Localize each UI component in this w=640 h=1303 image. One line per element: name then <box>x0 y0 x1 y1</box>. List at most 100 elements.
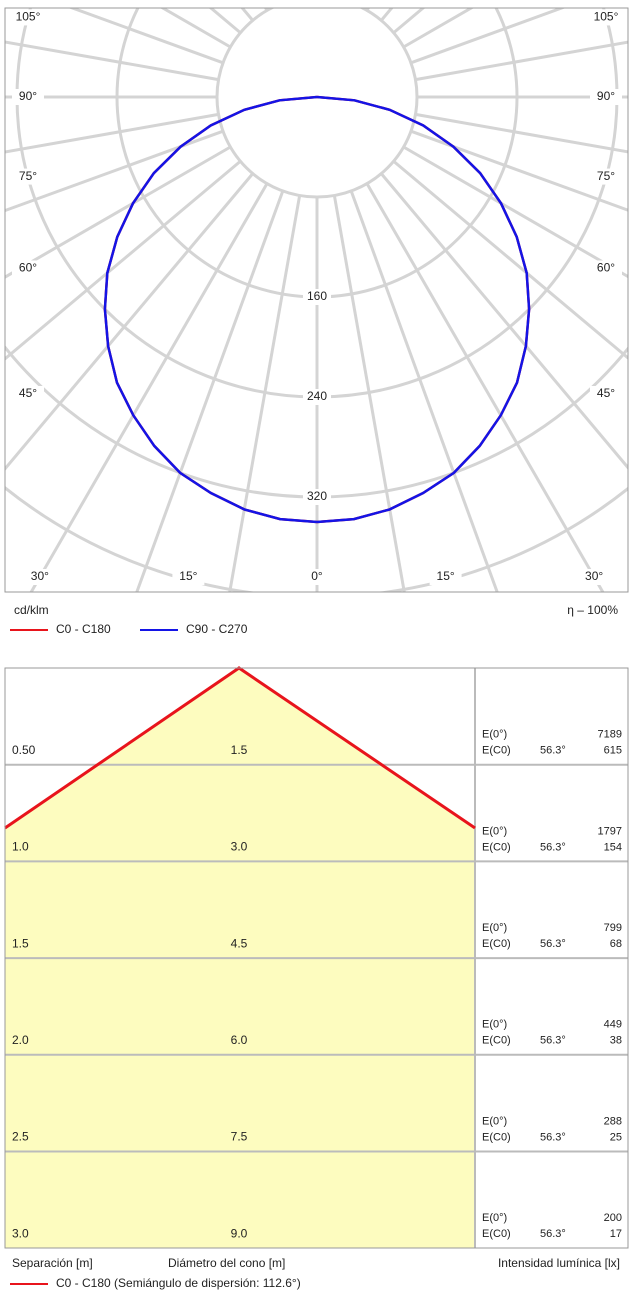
grid-spoke <box>135 190 285 592</box>
grid-spoke <box>351 0 625 3</box>
grid-spoke <box>9 0 283 3</box>
row-ec0-label: E(C0) <box>482 938 511 950</box>
angle-tick-label: 30° <box>585 569 603 583</box>
row-diameter: 9.0 <box>231 1226 248 1240</box>
angle-tick-label: 105° <box>16 10 41 24</box>
row-height: 0.50 <box>12 743 36 757</box>
r-tick-bg <box>303 489 331 505</box>
angle-tick-label: 75° <box>597 169 615 183</box>
row-angle: 56.3° <box>540 1035 566 1047</box>
row-e0: 1797 <box>598 825 622 837</box>
angle-tick-bg <box>578 569 611 585</box>
row-angle: 56.3° <box>540 1228 566 1240</box>
grid-spoke <box>332 195 406 592</box>
row-angle: 56.3° <box>540 745 566 757</box>
angle-tick-bg <box>172 569 205 585</box>
angle-tick-bg <box>590 9 622 26</box>
grid-spoke <box>410 8 566 65</box>
angle-tick-bg <box>301 569 333 585</box>
efficiency: η – 100% <box>567 603 618 617</box>
grid-ring <box>5 344 628 499</box>
angle-tick-label: 90° <box>597 89 615 103</box>
legend-label: C0 - C180 <box>56 622 111 636</box>
row-ec0-label: E(C0) <box>482 745 511 757</box>
footer-intensity: Intensidad lumínica [lx] <box>498 1256 620 1270</box>
angle-tick-bg <box>429 569 462 585</box>
row-e0-label: E(0°) <box>482 729 507 741</box>
row-angle: 56.3° <box>540 841 566 853</box>
grid-spoke <box>380 172 628 470</box>
row-e0: 288 <box>604 1115 622 1127</box>
grid-ring <box>215 8 419 199</box>
grid-spoke <box>349 190 499 592</box>
legend-label: C90 - C270 <box>186 622 248 636</box>
row-diameter: 1.5 <box>231 743 248 757</box>
grid-spoke <box>228 195 302 592</box>
row-height: 1.5 <box>12 936 29 950</box>
angle-tick-label: 15° <box>179 569 197 583</box>
angle-tick-label: 0° <box>311 569 323 583</box>
r-tick-label: 160 <box>307 289 327 303</box>
intensity-curve <box>316 95 531 524</box>
angle-tick-label: 75° <box>19 169 37 183</box>
row-e0-label: E(0°) <box>482 825 507 837</box>
grid-spoke <box>410 129 628 212</box>
row-ec0: 68 <box>610 938 622 950</box>
grid-spoke <box>5 145 232 279</box>
row-ec0: 25 <box>610 1131 622 1143</box>
row-angle: 56.3° <box>540 938 566 950</box>
row-ec0-label: E(C0) <box>482 1228 511 1240</box>
row-ec0-label: E(C0) <box>482 1131 511 1143</box>
angle-tick-bg <box>23 569 56 585</box>
angle-tick-bg <box>12 168 44 185</box>
grid-spoke <box>392 160 628 360</box>
row-diameter: 4.5 <box>231 936 248 950</box>
row-diameter: 7.5 <box>231 1130 248 1144</box>
row-ec0: 615 <box>604 745 622 757</box>
footer-separation: Separación [m] <box>12 1256 93 1270</box>
r-tick-label: 320 <box>307 489 327 503</box>
row-height: 2.5 <box>12 1130 29 1144</box>
row-height: 2.0 <box>12 1033 29 1047</box>
angle-tick-bg <box>590 386 622 402</box>
grid-spoke <box>5 129 224 213</box>
r-tick-label: 240 <box>307 389 327 403</box>
angle-tick-bg <box>12 386 44 402</box>
grid-spoke <box>5 160 242 361</box>
grid-spoke <box>5 172 254 472</box>
footer-diameter: Diámetro del cono [m] <box>168 1256 285 1270</box>
row-diameter: 3.0 <box>231 840 248 854</box>
row-height: 3.0 <box>12 1226 29 1240</box>
intensity-curve <box>103 95 318 524</box>
intensity-curve <box>103 95 318 524</box>
row-e0: 7189 <box>598 729 622 741</box>
angle-tick-label: 45° <box>19 386 37 400</box>
grid-spoke <box>365 182 605 592</box>
angle-tick-bg <box>12 89 44 105</box>
row-ec0-label: E(C0) <box>482 841 511 853</box>
cone-legend: C0 - C180 (Semiángulo de dispersión: 112… <box>56 1276 301 1290</box>
angle-tick-label: 30° <box>31 569 49 583</box>
grid-spoke <box>415 40 628 82</box>
grid-spoke <box>29 182 269 592</box>
grid-spoke <box>68 8 224 65</box>
intensity-curve <box>316 95 531 524</box>
row-ec0-label: E(C0) <box>482 1035 511 1047</box>
angle-tick-bg <box>12 9 44 26</box>
unit-label: cd/klm <box>14 603 49 617</box>
polar-frame <box>4 7 629 593</box>
row-ec0: 38 <box>610 1035 622 1047</box>
angle-tick-bg <box>12 260 44 277</box>
row-angle: 56.3° <box>540 1131 566 1143</box>
row-e0-label: E(0°) <box>482 1115 507 1127</box>
angle-tick-label: 15° <box>437 569 455 583</box>
grid-spoke <box>402 145 628 279</box>
angle-tick-label: 60° <box>19 261 37 275</box>
grid-spoke <box>5 112 219 154</box>
angle-tick-bg <box>590 168 622 185</box>
row-e0-label: E(0°) <box>482 922 507 934</box>
r-tick-bg <box>303 289 331 305</box>
table-frame <box>4 667 629 1249</box>
angle-tick-label: 90° <box>19 89 37 103</box>
